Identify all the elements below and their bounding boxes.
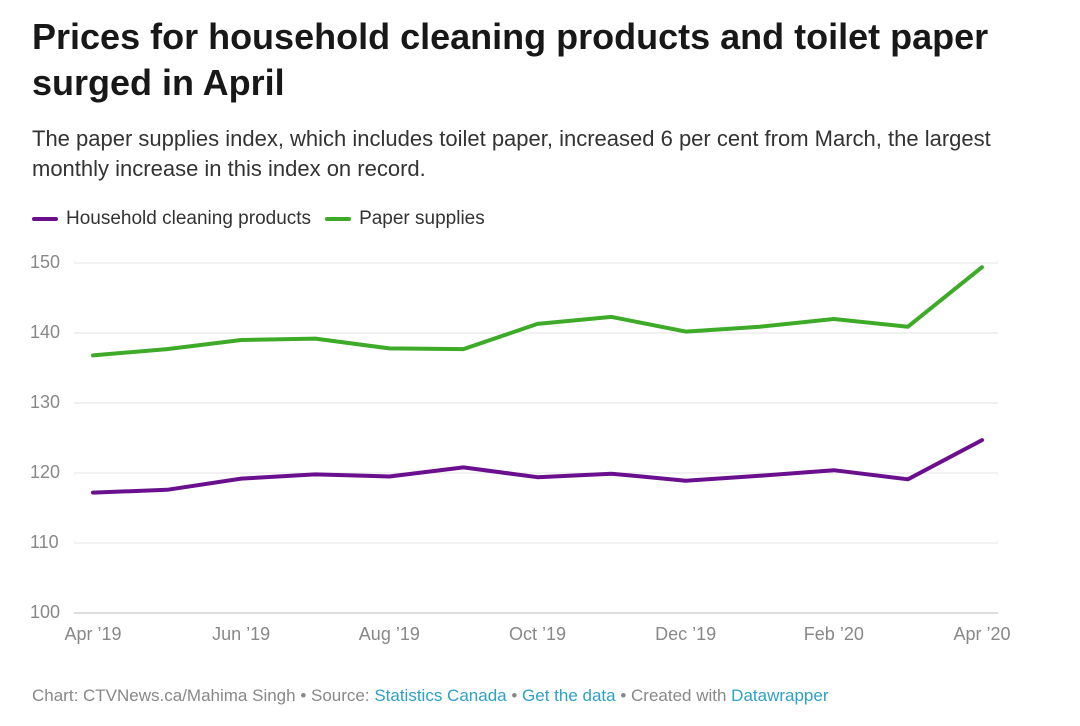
data-point-household-cleaning xyxy=(387,475,391,479)
legend-label-paper-supplies: Paper supplies xyxy=(359,208,485,229)
legend: Household cleaning products Paper suppli… xyxy=(32,208,499,230)
footer-chart-credit: Chart: CTVNews.ca/Mahima Singh xyxy=(32,686,296,705)
x-tick-label: Aug ’19 xyxy=(359,624,420,644)
data-point-household-cleaning xyxy=(758,474,762,478)
footer-created-prefix: Created with xyxy=(631,686,732,705)
line-chart: 100 110 120 130 140 150 Apr ’19 Jun ’19 Aug ’19 O… xyxy=(30,252,1011,644)
x-tick-label: Apr ’20 xyxy=(953,624,1010,644)
data-point-paper-supplies xyxy=(313,337,317,341)
chart-title: Prices for household cleaning products a… xyxy=(32,16,989,103)
footer: Chart: CTVNews.ca/Mahima Singh • Source:… xyxy=(32,686,829,706)
data-point-paper-supplies xyxy=(239,338,243,342)
x-tick-label: Jun ’19 xyxy=(212,624,270,644)
y-tick-label: 100 xyxy=(30,602,60,622)
chart-subtitle: The paper supplies index, which includes… xyxy=(32,126,991,181)
data-point-household-cleaning xyxy=(980,438,984,442)
get-data-link[interactable]: Get the data xyxy=(522,686,616,705)
data-point-household-cleaning xyxy=(91,491,95,495)
data-point-paper-supplies xyxy=(980,265,984,269)
x-tick-label: Apr ’19 xyxy=(64,624,121,644)
y-tick-label: 130 xyxy=(30,392,60,412)
x-tick-label: Oct ’19 xyxy=(509,624,566,644)
data-point-paper-supplies xyxy=(832,317,836,321)
y-tick-label: 120 xyxy=(30,462,60,482)
data-point-household-cleaning xyxy=(313,472,317,476)
footer-separator: • xyxy=(615,686,631,705)
data-point-household-cleaning xyxy=(536,475,540,479)
data-point-paper-supplies xyxy=(906,325,910,329)
footer-source-prefix: Source: xyxy=(311,686,375,705)
series-line-household-cleaning xyxy=(91,438,984,495)
legend-swatch-paper-supplies xyxy=(325,217,352,221)
data-point-paper-supplies xyxy=(387,346,391,350)
footer-separator: • xyxy=(295,686,311,705)
y-tick-label: 140 xyxy=(30,322,60,342)
footer-separator: • xyxy=(506,686,523,705)
x-tick-label: Feb ’20 xyxy=(804,624,864,644)
data-point-household-cleaning xyxy=(610,472,614,476)
data-point-paper-supplies xyxy=(610,315,614,319)
legend-item-household-cleaning: Household cleaning products xyxy=(32,208,311,230)
source-link[interactable]: Statistics Canada xyxy=(374,686,507,705)
data-point-household-cleaning xyxy=(461,465,465,469)
series-line-paper-supplies xyxy=(91,265,984,358)
datawrapper-link[interactable]: Datawrapper xyxy=(731,686,829,705)
data-point-household-cleaning xyxy=(832,468,836,472)
y-tick-label: 110 xyxy=(30,532,59,552)
data-point-paper-supplies xyxy=(165,347,169,351)
y-tick-label: 150 xyxy=(30,252,60,272)
legend-label-household-cleaning: Household cleaning products xyxy=(66,208,312,229)
legend-swatch-household-cleaning xyxy=(32,217,58,221)
x-tick-label: Dec ’19 xyxy=(655,624,716,644)
data-point-household-cleaning xyxy=(684,479,688,483)
data-point-paper-supplies xyxy=(91,353,95,357)
legend-item-paper-supplies: Paper supplies xyxy=(325,208,485,230)
data-point-household-cleaning xyxy=(906,477,910,481)
data-point-paper-supplies xyxy=(536,322,540,326)
data-point-paper-supplies xyxy=(461,347,465,351)
data-point-household-cleaning xyxy=(239,477,243,481)
data-point-paper-supplies xyxy=(758,325,762,329)
data-point-paper-supplies xyxy=(684,330,688,334)
data-point-household-cleaning xyxy=(165,488,169,492)
